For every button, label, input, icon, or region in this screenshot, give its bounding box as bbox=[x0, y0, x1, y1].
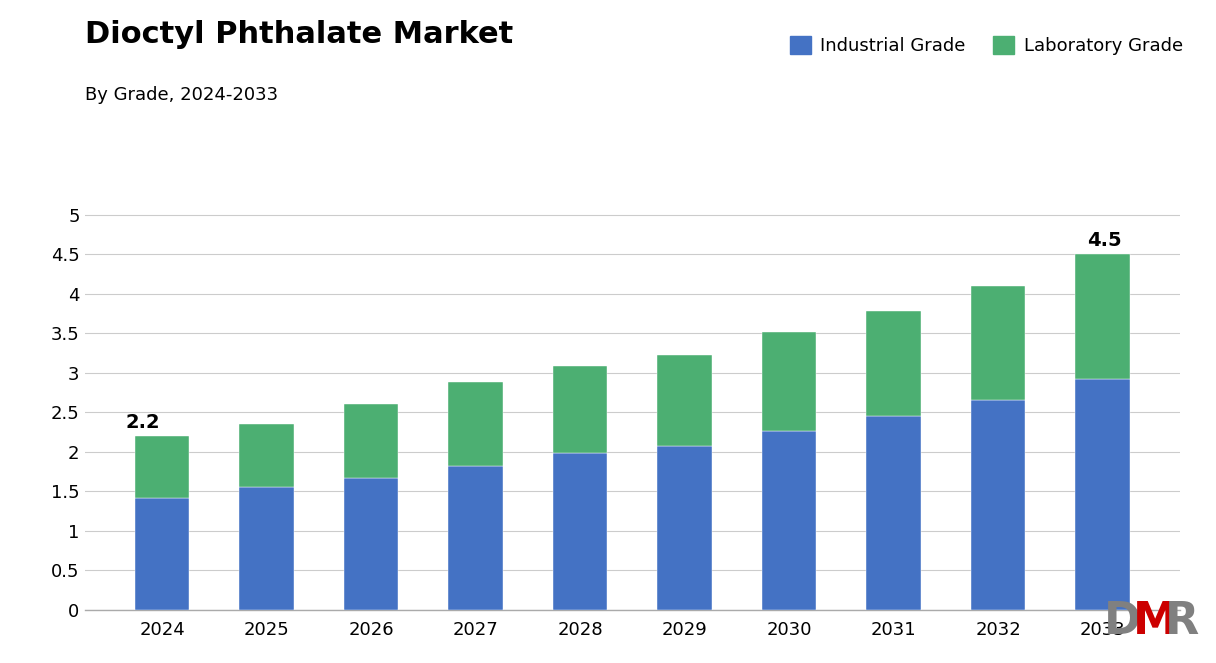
Bar bbox=[867, 416, 921, 610]
Text: Dioctyl Phthalate Market: Dioctyl Phthalate Market bbox=[85, 20, 513, 49]
Bar bbox=[449, 383, 502, 466]
Bar bbox=[970, 400, 1025, 610]
Bar bbox=[553, 453, 607, 610]
Bar bbox=[1075, 379, 1130, 610]
Bar bbox=[344, 404, 398, 478]
Bar bbox=[240, 487, 294, 610]
Bar bbox=[658, 446, 711, 610]
Bar bbox=[762, 430, 816, 610]
Bar bbox=[135, 436, 190, 498]
Legend: Industrial Grade, Laboratory Grade: Industrial Grade, Laboratory Grade bbox=[789, 36, 1183, 55]
Bar bbox=[658, 355, 711, 446]
Bar bbox=[867, 311, 921, 416]
Bar bbox=[762, 332, 816, 430]
Bar bbox=[970, 286, 1025, 400]
Bar bbox=[553, 367, 607, 453]
Text: 2.2: 2.2 bbox=[125, 413, 161, 432]
Bar bbox=[1075, 254, 1130, 379]
Text: D: D bbox=[1104, 600, 1141, 643]
Bar bbox=[240, 424, 294, 487]
Text: R: R bbox=[1165, 600, 1199, 643]
Bar bbox=[344, 478, 398, 610]
Text: By Grade, 2024-2033: By Grade, 2024-2033 bbox=[85, 86, 278, 104]
Bar bbox=[449, 466, 502, 610]
Text: M: M bbox=[1133, 600, 1177, 643]
Bar bbox=[135, 498, 190, 610]
Text: 4.5: 4.5 bbox=[1087, 231, 1122, 251]
